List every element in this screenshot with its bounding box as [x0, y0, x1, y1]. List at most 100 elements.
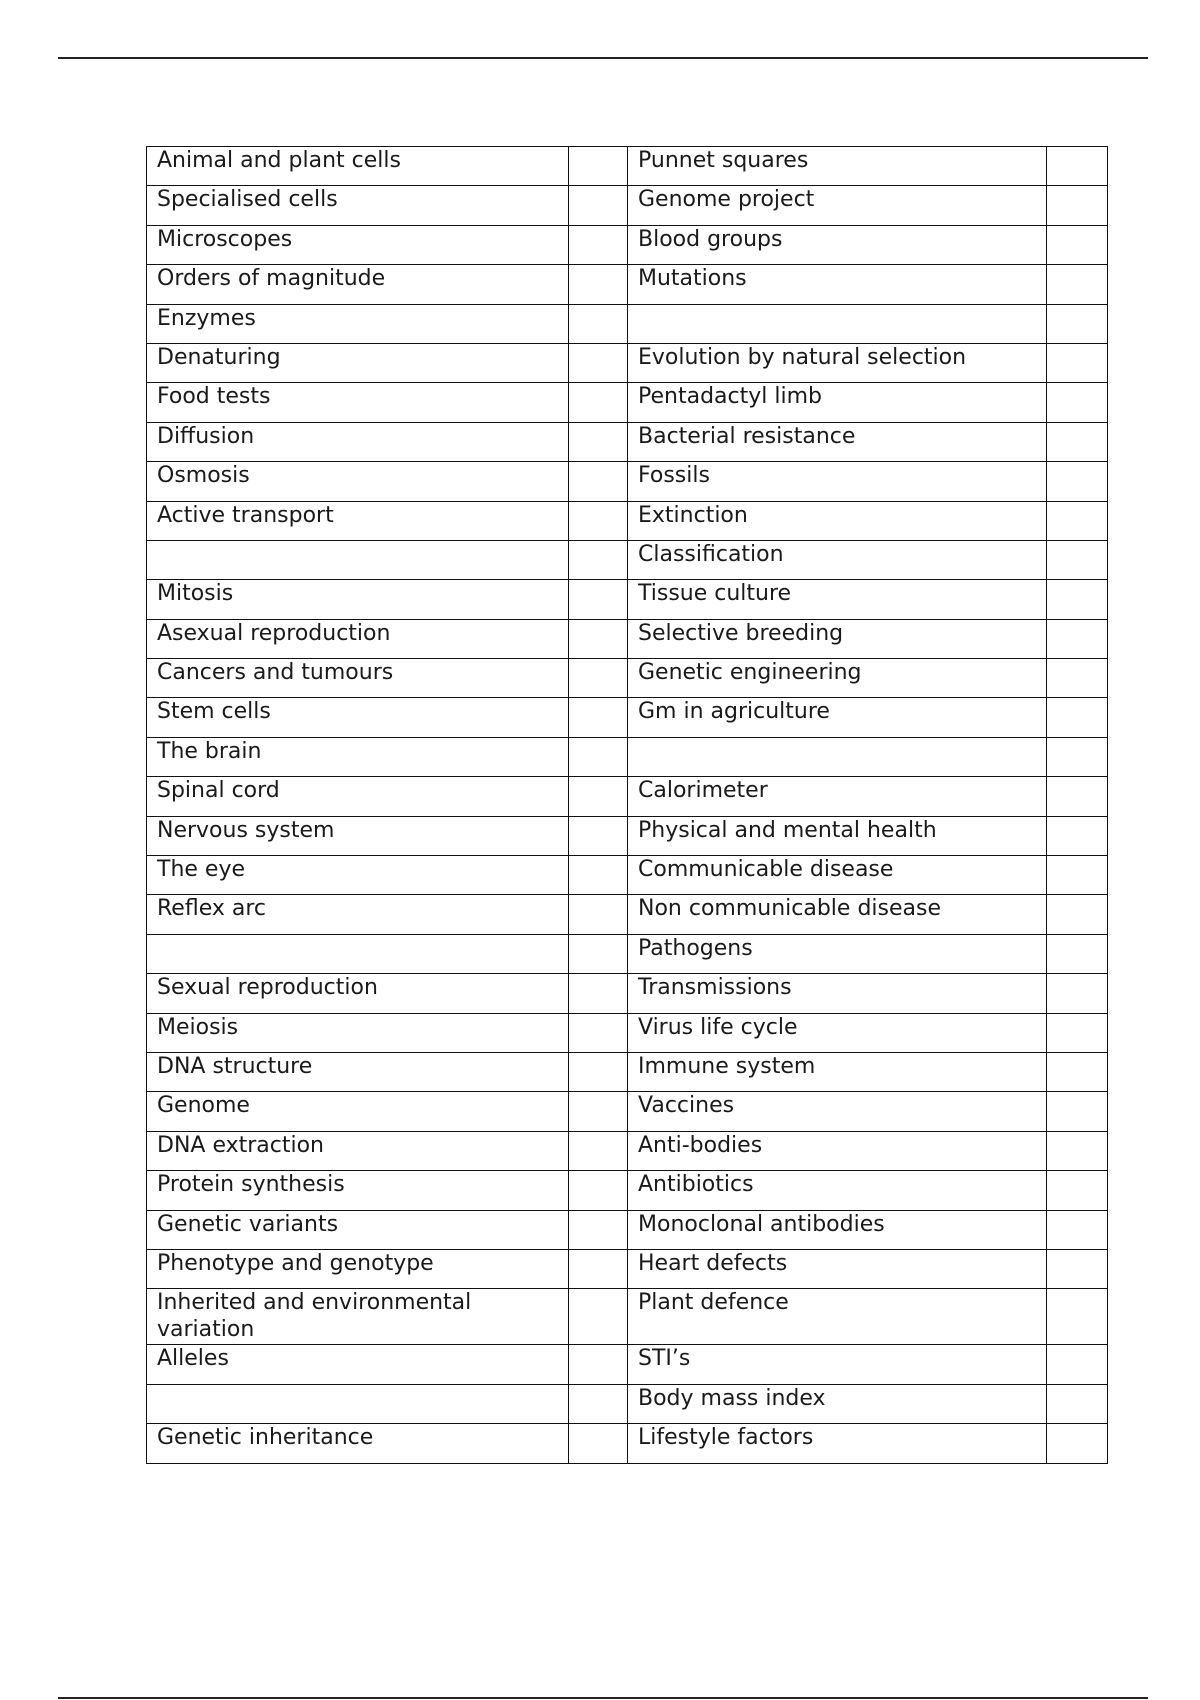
check-cell[interactable]: [1046, 658, 1108, 699]
table-row: Meiosis Virus life cycle: [146, 1012, 1108, 1053]
check-cell[interactable]: [1046, 894, 1108, 935]
topic-cell: Monoclonal antibodies: [627, 1209, 1047, 1250]
check-cell[interactable]: [568, 1130, 628, 1172]
check-cell[interactable]: [568, 145, 628, 187]
check-cell[interactable]: [568, 185, 628, 226]
table-row: DNA structure Immune system: [146, 1051, 1108, 1093]
check-cell[interactable]: [1046, 579, 1108, 620]
check-cell[interactable]: [568, 1012, 628, 1053]
check-cell[interactable]: [1046, 1170, 1108, 1211]
topic-cell: Blood groups: [627, 224, 1047, 266]
topic-cell: Calorimeter: [627, 776, 1047, 817]
check-cell[interactable]: [1046, 264, 1108, 305]
table-row: The eye Communicable disease: [146, 855, 1108, 896]
topic-cell: Evolution by natural selection: [627, 342, 1047, 384]
topic-cell: Mutations: [627, 264, 1047, 305]
table-row: Protein synthesis Antibiotics: [146, 1170, 1108, 1211]
check-cell[interactable]: [568, 500, 628, 541]
check-cell[interactable]: [1046, 1248, 1108, 1290]
check-cell[interactable]: [1046, 815, 1108, 857]
check-cell[interactable]: [1046, 145, 1108, 187]
table-row: Denaturing Evolution by natural selection: [146, 342, 1108, 384]
check-cell[interactable]: [1046, 933, 1108, 975]
check-cell[interactable]: [568, 1423, 628, 1464]
check-cell[interactable]: [1046, 1051, 1108, 1093]
topic-cell: Sexual reproduction: [146, 973, 569, 1014]
check-cell[interactable]: [1046, 776, 1108, 817]
topic-cell: Gm in agriculture: [627, 697, 1047, 738]
table-row: Pathogens: [146, 933, 1108, 975]
topic-cell: Microscopes: [146, 224, 569, 266]
table-row: Inherited and environmental variation Pla…: [146, 1288, 1108, 1346]
topic-cell: [146, 1383, 569, 1425]
check-cell[interactable]: [568, 894, 628, 935]
check-cell[interactable]: [1046, 855, 1108, 896]
check-cell[interactable]: [568, 1091, 628, 1132]
topic-cell: Vaccines: [627, 1091, 1047, 1132]
check-cell[interactable]: [1046, 736, 1108, 778]
topic-checklist-table: Animal and plant cells Punnet squares Spec…: [146, 145, 1108, 1464]
check-cell[interactable]: [1046, 539, 1108, 581]
check-cell[interactable]: [568, 933, 628, 975]
topic-cell: Animal and plant cells: [146, 145, 569, 187]
table-row: Sexual reproduction Transmissions: [146, 973, 1108, 1014]
topic-cell: Cancers and tumours: [146, 658, 569, 699]
check-cell[interactable]: [1046, 185, 1108, 226]
check-cell[interactable]: [1046, 382, 1108, 423]
check-cell[interactable]: [1046, 224, 1108, 266]
check-cell[interactable]: [568, 224, 628, 266]
table-row: Microscopes Blood groups: [146, 224, 1108, 266]
topic-cell: Extinction: [627, 500, 1047, 541]
check-cell[interactable]: [568, 421, 628, 463]
check-cell[interactable]: [1046, 1130, 1108, 1172]
check-cell[interactable]: [1046, 1383, 1108, 1425]
topic-cell: Pathogens: [627, 933, 1047, 975]
check-cell[interactable]: [568, 618, 628, 660]
check-cell[interactable]: [568, 815, 628, 857]
check-cell[interactable]: [568, 1383, 628, 1425]
check-cell[interactable]: [1046, 461, 1108, 502]
check-cell[interactable]: [568, 973, 628, 1014]
check-cell[interactable]: [568, 1051, 628, 1093]
check-cell[interactable]: [568, 579, 628, 620]
check-cell[interactable]: [1046, 342, 1108, 384]
check-cell[interactable]: [1046, 1012, 1108, 1053]
check-cell[interactable]: [1046, 1209, 1108, 1250]
check-cell[interactable]: [1046, 1344, 1108, 1385]
check-cell[interactable]: [568, 303, 628, 344]
topic-cell: Bacterial resistance: [627, 421, 1047, 463]
topic-cell: Genetic variants: [146, 1209, 569, 1250]
check-cell[interactable]: [568, 264, 628, 305]
check-cell[interactable]: [568, 1344, 628, 1385]
check-cell[interactable]: [1046, 1091, 1108, 1132]
check-cell[interactable]: [568, 1209, 628, 1250]
check-cell[interactable]: [568, 1288, 628, 1346]
check-cell[interactable]: [568, 776, 628, 817]
check-cell[interactable]: [1046, 421, 1108, 463]
check-cell[interactable]: [568, 1248, 628, 1290]
check-cell[interactable]: [1046, 500, 1108, 541]
check-cell[interactable]: [1046, 973, 1108, 1014]
check-cell[interactable]: [568, 697, 628, 738]
check-cell[interactable]: [568, 658, 628, 699]
check-cell[interactable]: [568, 855, 628, 896]
topic-cell: Heart defects: [627, 1248, 1047, 1290]
check-cell[interactable]: [1046, 1288, 1108, 1346]
table-row: Diffusion Bacterial resistance: [146, 421, 1108, 463]
check-cell[interactable]: [568, 539, 628, 581]
check-cell[interactable]: [1046, 1423, 1108, 1464]
check-cell[interactable]: [568, 1170, 628, 1211]
table-row: Classification: [146, 539, 1108, 581]
check-cell[interactable]: [568, 461, 628, 502]
check-cell[interactable]: [1046, 697, 1108, 738]
table-row: The brain: [146, 736, 1108, 778]
check-cell[interactable]: [1046, 303, 1108, 344]
topic-cell: Physical and mental health: [627, 815, 1047, 857]
topic-cell: Lifestyle factors: [627, 1423, 1047, 1464]
check-cell[interactable]: [568, 736, 628, 778]
table-row: Genome Vaccines: [146, 1091, 1108, 1132]
check-cell[interactable]: [568, 382, 628, 423]
check-cell[interactable]: [568, 342, 628, 384]
check-cell[interactable]: [1046, 618, 1108, 660]
topic-cell: Non communicable disease: [627, 894, 1047, 935]
